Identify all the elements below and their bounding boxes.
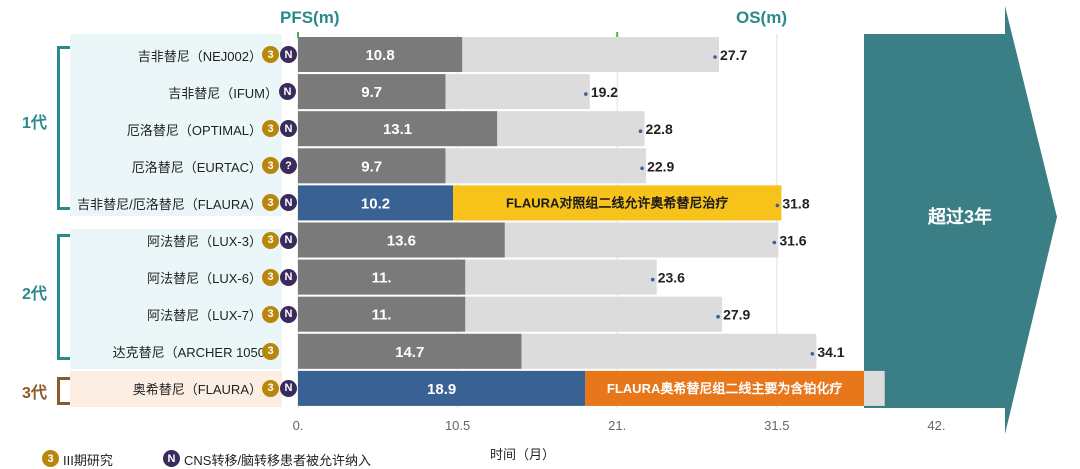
pfs-bar-0 bbox=[298, 37, 463, 72]
arrow-label: 超过3年 bbox=[927, 207, 992, 227]
pfs-bar-5 bbox=[298, 222, 505, 258]
x-tick-label-0: 0. bbox=[293, 418, 304, 433]
pfs-bar-4 bbox=[298, 185, 454, 221]
os-header: OS(m) bbox=[736, 8, 787, 27]
row-label-5: 阿法替尼（LUX-3） bbox=[147, 234, 262, 249]
row-label-2: 厄洛替尼（OPTIMAL） bbox=[126, 122, 262, 138]
row-badge-7-1: N bbox=[280, 305, 297, 323]
row-label-1: 吉非替尼（IFUM） bbox=[168, 85, 278, 101]
row-badge-8-0: 3 bbox=[262, 342, 279, 360]
legend-text-phase3: III期研究 bbox=[63, 453, 113, 468]
row-badge-9-0: 3 bbox=[262, 379, 279, 397]
x-axis-title: 时间（月） bbox=[490, 447, 556, 462]
note-band-9 bbox=[585, 370, 864, 406]
legend-badge-3: 3 bbox=[42, 450, 59, 467]
row-label-6: 阿法替尼（LUX-6） bbox=[147, 271, 262, 287]
pfs-header: PFS(m) bbox=[280, 8, 340, 27]
os-dot-8 bbox=[810, 352, 815, 356]
pfs-value-2: 13.1 bbox=[383, 121, 412, 138]
os-dot-3 bbox=[640, 166, 644, 171]
pfs-value-9: 18.9 bbox=[427, 381, 456, 398]
x-tick-label-4: 42. bbox=[927, 418, 945, 433]
row-badge-4-0: 3 bbox=[262, 194, 279, 212]
pfs-value-8: 14.7 bbox=[395, 344, 424, 361]
pfs-bar-9 bbox=[298, 370, 586, 406]
legend-badge-n: N bbox=[163, 450, 180, 467]
pfs-value-6: 11. bbox=[372, 270, 392, 287]
row-label-4: 吉非替尼/厄洛替尼（FLAURA） bbox=[77, 196, 262, 212]
pfs-bar-1 bbox=[298, 74, 446, 110]
row-badge-9-1: N bbox=[280, 379, 297, 397]
note-text-9: FLAURA奥希替尼组二线主要为含铂化疗 bbox=[607, 381, 842, 396]
note-text-4: FLAURA对照组二线允许奥希替尼治疗 bbox=[506, 195, 728, 210]
os-value-1: 19.2 bbox=[591, 84, 618, 100]
os-dot-4 bbox=[775, 203, 780, 208]
pfs-value-1: 9.7 bbox=[361, 84, 382, 101]
row-badge-0-0: 3 bbox=[262, 46, 279, 63]
pfs-value-7: 11. bbox=[372, 307, 392, 324]
note-band-4 bbox=[453, 185, 782, 221]
os-value-6: 23.6 bbox=[658, 270, 685, 286]
row-badge-5-1: N bbox=[280, 231, 297, 249]
os-dot-2 bbox=[638, 129, 643, 133]
gen1-label: 1代 bbox=[22, 115, 47, 132]
row-badge-7-0: 3 bbox=[262, 305, 279, 323]
row-badge-5-0: 3 bbox=[262, 231, 279, 249]
pfs-value-4: 10.2 bbox=[361, 195, 390, 212]
pfs-bar-3 bbox=[298, 148, 446, 184]
row-badge-2-0: 3 bbox=[262, 120, 279, 138]
gen2-bracket bbox=[57, 234, 70, 360]
row-badge-1-0: N bbox=[279, 83, 296, 101]
gen3-bracket bbox=[57, 377, 70, 405]
gen3-panel bbox=[70, 371, 282, 407]
row-badge-3-1: ? bbox=[280, 157, 297, 175]
pfs-value-0: 10.8 bbox=[365, 47, 394, 64]
row-badge-3-0: 3 bbox=[262, 157, 279, 175]
row-badge-4-1: N bbox=[280, 194, 297, 212]
gen1-bracket bbox=[57, 46, 70, 210]
os-value-0: 27.7 bbox=[720, 47, 747, 63]
gen2-panel bbox=[70, 229, 282, 369]
x-tick-label-2: 21. bbox=[608, 418, 626, 433]
row-badge-2-1: N bbox=[280, 120, 297, 138]
os-value-3: 22.9 bbox=[647, 158, 674, 174]
os-dot-1 bbox=[584, 92, 588, 96]
os-dot-5 bbox=[772, 240, 777, 245]
row-label-7: 阿法替尼（LUX-7） bbox=[147, 308, 262, 324]
row-badge-0-1: N bbox=[280, 46, 297, 63]
row-label-3: 厄洛替尼（EURTAC） bbox=[131, 159, 262, 175]
gen1-panel bbox=[70, 34, 282, 216]
row-label-9: 奥希替尼（FLAURA） bbox=[132, 382, 262, 398]
legend-text-cns: CNS转移/脑转移患者被允许纳入 bbox=[184, 453, 372, 468]
os-value-5: 31.6 bbox=[779, 233, 806, 249]
pfs-bar-2 bbox=[298, 111, 498, 147]
row-label-8: 达克替尼（ARCHER 1050） bbox=[112, 345, 278, 361]
os-value-4: 31.8 bbox=[782, 195, 809, 211]
pfs-bar-6 bbox=[298, 259, 466, 295]
os-dot-0 bbox=[713, 55, 717, 59]
row-badge-6-1: N bbox=[280, 268, 297, 286]
os-dot-6 bbox=[650, 277, 655, 282]
os-value-2: 22.8 bbox=[646, 121, 673, 137]
x-tick-label-3: 31.5 bbox=[764, 418, 789, 433]
os-value-8: 34.1 bbox=[817, 344, 844, 360]
x-tick-label-1: 10.5 bbox=[445, 418, 470, 433]
pfs-value-3: 9.7 bbox=[361, 158, 382, 175]
os-value-7: 27.9 bbox=[723, 307, 750, 323]
gen3-label: 3代 bbox=[22, 385, 47, 402]
pfs-bar-7 bbox=[298, 296, 466, 332]
pfs-bar-8 bbox=[298, 333, 522, 369]
row-label-0: 吉非替尼（NEJ002） bbox=[137, 48, 262, 64]
row-badge-6-0: 3 bbox=[262, 268, 279, 286]
longer-than-3y-arrow bbox=[864, 6, 1057, 434]
gen2-label: 2代 bbox=[22, 286, 47, 303]
os-dot-7 bbox=[716, 314, 720, 319]
pfs-value-5: 13.6 bbox=[387, 233, 416, 250]
